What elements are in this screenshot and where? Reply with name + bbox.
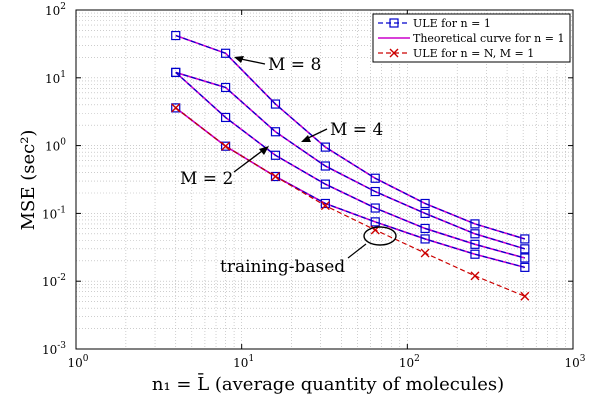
data-point-square [370,217,380,227]
data-point-square [221,112,231,123]
legend-label-sim: ULE for n = 1 [413,17,491,30]
y-axis-label: MSE (sec²) [18,130,39,231]
y-tick-label: 102 [45,2,66,18]
legend-label-ule-nN: ULE for n = N, M = 1 [413,47,534,60]
x-tick-label: 101 [233,354,254,370]
legend-marker-square [389,18,399,28]
plot-frame [75,9,574,350]
data-point-square [370,186,380,197]
y-tick-label: 10-2 [42,273,66,289]
data-point-square [221,48,231,58]
y-tick-label: 101 [45,70,66,86]
data-point-square [420,223,430,234]
data-point-square [470,219,480,229]
legend-item-theory: Theoretical curve for n = 1 [378,32,564,45]
arrowhead-m8 [234,56,244,63]
arrow-m2 [233,147,267,173]
series-line-sim-m2 [175,71,525,259]
data-point-square [221,141,231,151]
data-point-square [320,161,330,171]
legend: ULE for n = 1 Theoretical curve for n = … [372,13,571,63]
annotation-m8: M = 8 [268,55,321,75]
x-tick-label: 103 [564,354,585,370]
data-point-square [270,150,281,160]
series-line-sim-m8 [175,34,526,240]
data-point-square [320,142,330,152]
annotation-m4: M = 4 [330,120,383,140]
data-point-square [370,203,380,213]
axis-ticks: 100 101 102 103 10-3 10-2 10-1 100 101 102 [42,2,586,370]
data-point-square [270,127,281,137]
data-point-square [470,239,480,249]
data-point-square [520,234,530,244]
x-tick-label: 102 [399,354,420,370]
legend-item-ule-n1: ULE for n = 1 [378,17,491,30]
legend-marker-x [389,48,399,58]
training-ellipse [363,226,397,246]
annotation-training: training-based [220,257,345,277]
data-point-x [520,291,530,301]
data-point-square [470,229,480,239]
data-point-square [270,171,281,182]
data-point-square [171,30,181,41]
data-point-square [171,103,181,113]
data-point-square [420,198,430,209]
data-point-square [470,249,480,259]
data-point-x [270,172,280,182]
data-point-x [470,271,480,281]
data-point-x [171,103,181,113]
data-point-square [320,179,330,189]
data-point-square [270,99,281,109]
data-point-square [520,244,530,254]
y-tick-label: 100 [45,138,66,154]
data-point-square [420,234,430,244]
data-point-square [221,82,231,93]
series-line-theory-m4 [175,71,526,250]
data-point-x [320,201,330,211]
arrowhead-m2 [259,146,269,155]
data-point-x [221,141,231,151]
annotation-m2: M = 2 [180,169,233,189]
data-point-square [420,208,430,218]
series-layer [171,30,530,301]
training-connector [347,243,367,259]
x-axis-label: n₁ = L̄ (average quantity of molecules) [152,372,504,395]
data-point-square [171,67,181,78]
data-point-square [320,198,330,209]
data-point-x [420,248,430,258]
legend-label-theory: Theoretical curve for n = 1 [413,32,564,45]
legend-box [372,13,571,63]
arrowhead-m4 [301,135,311,142]
data-point-square [520,253,530,263]
data-point-square [370,173,380,183]
x-tick-label: 100 [67,354,88,370]
data-point-square [520,262,530,272]
series-line-ule_nN-m1 [175,107,526,297]
annotations: M = 8 M = 4 M = 2 training-based [180,55,397,277]
legend-item-ule-nN: ULE for n = N, M = 1 [378,47,534,60]
y-tick-label: 10-1 [42,205,66,221]
y-tick-label: 10-3 [42,341,66,357]
